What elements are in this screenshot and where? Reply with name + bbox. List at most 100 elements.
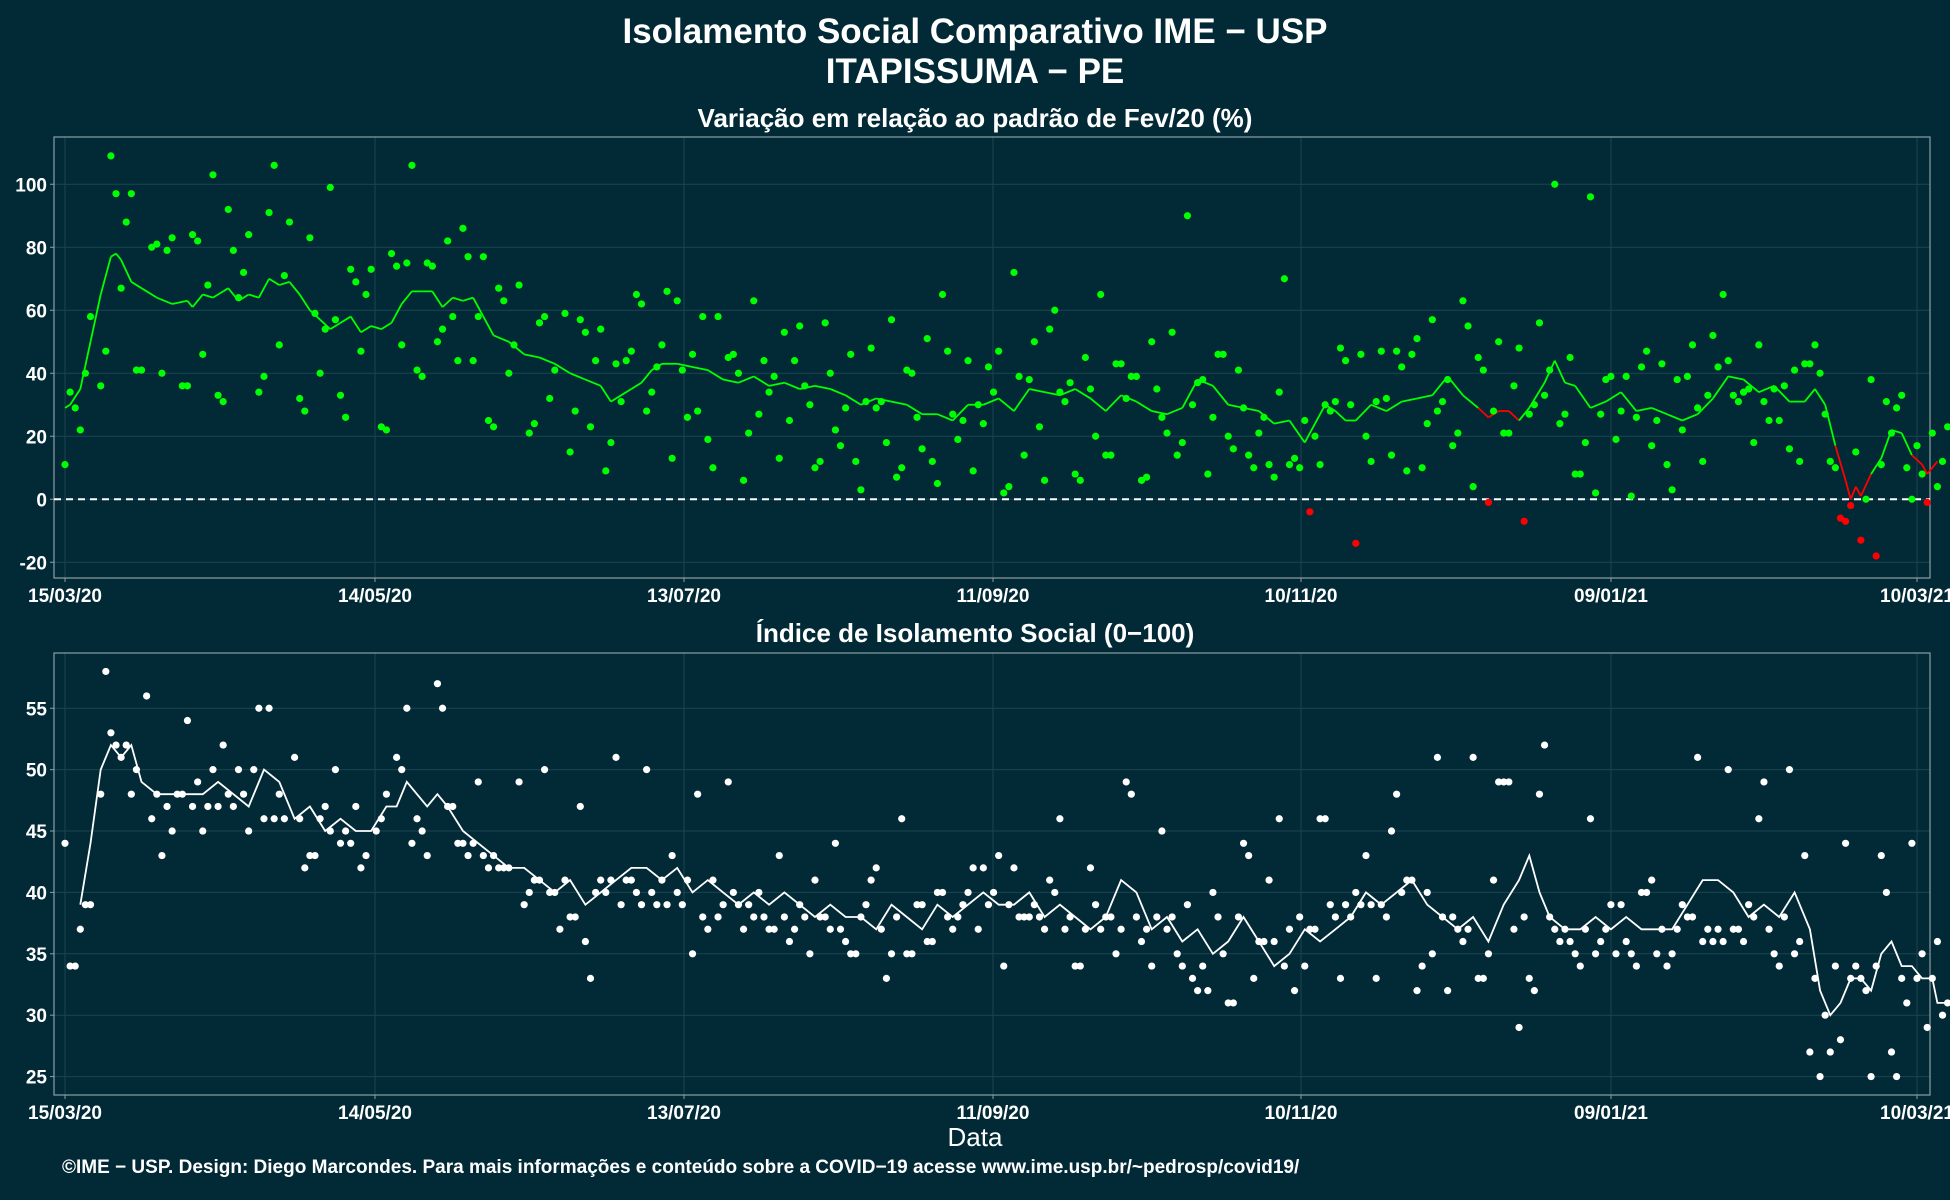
data-point xyxy=(622,357,630,365)
variation-panel: 100 80 60 40 20 0 -20 15/03/20 14/05/20 13/07/20 1… xyxy=(15,136,1950,607)
data-point xyxy=(1382,394,1390,403)
y-tick-label: 100 xyxy=(15,175,47,196)
data-point xyxy=(1423,888,1431,897)
data-point xyxy=(530,420,538,428)
data-point xyxy=(1898,391,1906,399)
moving-average-segment xyxy=(156,296,173,305)
data-point xyxy=(173,790,181,798)
data-point xyxy=(1336,974,1345,982)
data-point xyxy=(688,950,697,958)
data-point xyxy=(1586,815,1595,823)
moving-average-segment xyxy=(202,293,214,299)
data-point xyxy=(862,398,870,406)
data-point xyxy=(1637,363,1646,371)
data-point xyxy=(1163,925,1171,933)
data-point xyxy=(1597,937,1605,946)
data-point xyxy=(449,802,457,811)
data-point xyxy=(1571,950,1579,958)
data-point xyxy=(678,366,686,374)
data-point xyxy=(1847,501,1855,510)
data-point xyxy=(1495,338,1503,346)
data-point xyxy=(821,913,829,921)
data-point xyxy=(653,901,661,909)
moving-average-segment xyxy=(258,278,270,299)
data-point xyxy=(245,231,253,239)
data-point xyxy=(316,815,324,823)
data-point xyxy=(576,802,584,811)
data-point xyxy=(495,284,503,292)
data-point xyxy=(1668,950,1676,958)
data-point xyxy=(132,366,141,374)
data-point xyxy=(66,388,74,396)
data-point xyxy=(1030,901,1038,909)
data-point xyxy=(1086,385,1095,393)
data-point xyxy=(86,901,95,909)
data-point xyxy=(331,316,340,324)
data-point xyxy=(1770,385,1778,393)
data-point xyxy=(770,925,778,933)
data-point xyxy=(1704,391,1712,399)
data-point xyxy=(592,888,600,897)
data-point xyxy=(1117,360,1125,368)
data-point xyxy=(903,950,911,958)
data-point xyxy=(1296,913,1304,921)
data-point xyxy=(1117,925,1125,933)
data-point xyxy=(540,766,549,774)
data-point xyxy=(1734,398,1743,406)
moving-average-segment xyxy=(738,375,755,384)
data-point xyxy=(1449,913,1457,921)
data-point xyxy=(484,416,493,425)
data-point xyxy=(668,851,676,860)
data-point xyxy=(780,913,788,921)
data-point xyxy=(280,272,288,280)
data-point xyxy=(663,901,671,909)
data-point xyxy=(867,344,875,352)
data-point xyxy=(694,407,702,415)
data-point xyxy=(148,815,156,823)
data-point xyxy=(520,901,528,909)
data-point xyxy=(1877,851,1885,860)
x-tick-label: 15/03/20 xyxy=(28,586,102,607)
data-point xyxy=(1107,913,1115,921)
data-point xyxy=(954,435,962,443)
data-point xyxy=(137,366,146,374)
x-tick-label: 14/05/20 xyxy=(338,586,412,607)
data-point xyxy=(1311,432,1319,440)
y-tick-label: 50 xyxy=(26,761,47,782)
data-point xyxy=(1076,476,1084,484)
moving-average-segment xyxy=(212,290,224,299)
data-point xyxy=(1270,473,1278,481)
moving-average-segment xyxy=(1712,375,1729,399)
data-point xyxy=(535,319,544,327)
data-point xyxy=(1663,962,1671,970)
data-point xyxy=(1566,937,1574,946)
data-point xyxy=(1750,913,1758,921)
moving-average-segment xyxy=(539,356,556,365)
data-point xyxy=(1046,876,1054,884)
moving-average-segment xyxy=(1303,423,1316,443)
data-point xyxy=(1683,913,1692,921)
data-point xyxy=(153,790,161,798)
moving-average-segment xyxy=(1089,397,1107,412)
data-point xyxy=(102,667,110,676)
data-point xyxy=(1173,950,1181,958)
data-point xyxy=(928,457,936,466)
data-point xyxy=(1393,347,1401,355)
data-point xyxy=(887,316,896,324)
y-tick-label: 30 xyxy=(26,1006,47,1027)
data-point xyxy=(1714,363,1722,371)
moving-average-segment xyxy=(1636,407,1652,412)
data-point xyxy=(474,778,482,786)
data-point xyxy=(1561,925,1569,933)
data-point xyxy=(1729,391,1737,399)
moving-average-segment xyxy=(130,281,143,289)
data-point xyxy=(995,347,1003,355)
data-point xyxy=(1265,461,1273,469)
data-point xyxy=(1362,432,1370,440)
data-point xyxy=(1612,435,1620,443)
top-panel-title: Variação em relação ao padrão de Fev/20 … xyxy=(697,103,1253,133)
data-point xyxy=(1143,473,1151,481)
moving-average-segment xyxy=(1401,397,1418,403)
data-point xyxy=(1372,974,1380,982)
data-point xyxy=(1790,950,1799,958)
